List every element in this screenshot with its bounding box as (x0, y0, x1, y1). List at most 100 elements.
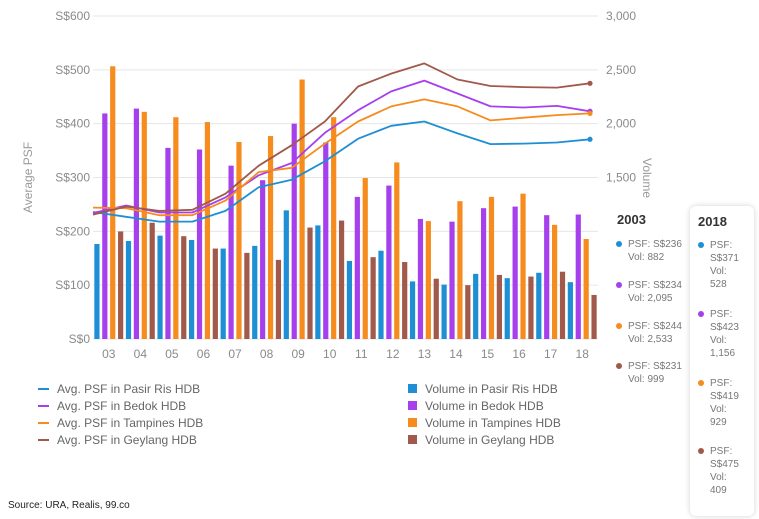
bar (133, 108, 139, 340)
legend-item[interactable]: Avg. PSF in Geylang HDB (38, 431, 203, 448)
tooltip-2003-entry: PSF: S$244 Vol: 2,533 (616, 320, 682, 346)
series-line (92, 62, 591, 216)
legend-label: Volume in Tampines HDB (425, 415, 561, 430)
bar (346, 260, 353, 339)
tooltip-vol: Vol: 999 (628, 374, 665, 385)
x-tick-label: 10 (323, 347, 337, 361)
tooltip-psf: PSF: (710, 446, 733, 457)
bar (457, 201, 463, 339)
legend-label: Avg. PSF in Pasir Ris HDB (57, 381, 201, 396)
left-axis-title: Average PSF (21, 142, 35, 213)
legend-item[interactable]: Avg. PSF in Pasir Ris HDB (38, 380, 203, 397)
tooltip-vol: Vol: (710, 266, 727, 277)
series-end-marker (587, 110, 593, 117)
bar (465, 285, 471, 339)
legend-label: Avg. PSF in Tampines HDB (57, 415, 204, 430)
left-tick-label: S$400 (55, 117, 90, 131)
series-dot (698, 380, 704, 386)
tooltip-vol: Vol: (710, 472, 727, 483)
tooltip-2018-panel: 2018 PSF: S$371 Vol: 528 PSF: S$423 Vol: 1,156… (690, 206, 754, 516)
x-tick-label: 17 (544, 347, 558, 361)
left-tick-label: S$200 (55, 224, 90, 238)
bar (196, 149, 203, 339)
bar (473, 273, 479, 339)
bar (173, 117, 179, 339)
bar (362, 178, 368, 339)
x-tick-label: 05 (165, 347, 179, 361)
x-tick-label: 11 (355, 347, 368, 361)
legend-label: Volume in Bedok HDB (425, 398, 544, 413)
bar (228, 165, 234, 339)
tooltip-psf: PSF: S$244 (628, 321, 682, 332)
bar (291, 123, 297, 340)
bar (425, 221, 431, 339)
left-tick-label: S$0 (69, 332, 91, 346)
source-note: Source: URA, Realis, 99.co (8, 500, 130, 511)
tooltip-2003-entry: PSF: S$234 Vol: 2,095 (616, 279, 682, 305)
x-tick-label: 13 (418, 347, 432, 361)
legend-label: Volume in Geylang HDB (425, 432, 555, 447)
series-dot (616, 363, 622, 369)
legend-item[interactable]: Volume in Pasir Ris HDB (408, 380, 561, 397)
legend-item[interactable]: Volume in Tampines HDB (408, 414, 561, 431)
bar (94, 244, 100, 339)
tooltip-2003-entry: PSF: S$236 Vol: 882 (616, 238, 682, 264)
tooltip-vol: Vol: 882 (628, 252, 665, 263)
tooltip-vol: Vol: 2,095 (628, 293, 673, 304)
x-tick-label: 14 (449, 347, 463, 361)
x-tick-label: 04 (134, 347, 148, 361)
bar (299, 79, 305, 340)
tooltip-2018-entry: PSF: S$475 Vol: 409 (698, 445, 739, 497)
series-line (92, 79, 591, 214)
right-tick-label: 2,000 (606, 117, 636, 131)
x-tick-label: 07 (228, 347, 242, 361)
series-dot (616, 241, 622, 247)
bar (433, 278, 439, 339)
bar (331, 117, 337, 339)
series-dot (616, 323, 622, 329)
series-line (92, 120, 591, 223)
bar (583, 238, 589, 339)
bar (307, 227, 313, 339)
bar (567, 282, 573, 339)
bar (260, 180, 266, 339)
bar (386, 185, 392, 339)
tooltip-psf: PSF: (710, 378, 733, 389)
bar (323, 142, 329, 339)
tooltip-2018-entry: PSF: S$423 Vol: 1,156 (698, 308, 739, 360)
tooltip-vol: Vol: 2,533 (628, 334, 673, 345)
x-tick-label: 18 (576, 347, 590, 361)
bar (409, 281, 416, 339)
bar (283, 210, 289, 339)
bar (394, 162, 400, 339)
left-tick-label: S$100 (55, 278, 90, 292)
series-dot (616, 282, 622, 288)
x-tick-label: 16 (512, 347, 526, 361)
tooltip-psf: PSF: (710, 309, 733, 320)
legend-bars: Volume in Pasir Ris HDB Volume in Bedok … (408, 380, 561, 448)
bar (488, 196, 495, 339)
bar (575, 214, 581, 339)
tooltip-psf: PSF: S$234 (628, 280, 682, 291)
bar (536, 272, 542, 339)
legend-label: Avg. PSF in Bedok HDB (57, 398, 187, 413)
bar (480, 208, 487, 339)
x-tick-label: 03 (102, 347, 116, 361)
x-tick-label: 15 (481, 347, 495, 361)
legend-item[interactable]: Avg. PSF in Tampines HDB (38, 414, 203, 431)
legend-item[interactable]: Volume in Geylang HDB (408, 431, 561, 448)
left-tick-label: S$500 (55, 63, 90, 77)
bar (204, 122, 211, 339)
tooltip-psf: PSF: (710, 240, 733, 251)
legend-item[interactable]: Avg. PSF in Bedok HDB (38, 397, 203, 414)
x-tick-label: 06 (197, 347, 211, 361)
series-dot (698, 242, 704, 248)
bar (102, 113, 108, 340)
tooltip-psf: PSF: S$231 (628, 361, 682, 372)
bar (370, 257, 376, 339)
series-dot (698, 311, 704, 317)
legend-bar-swatch (408, 401, 417, 410)
legend-item[interactable]: Volume in Bedok HDB (408, 397, 561, 414)
bar (149, 222, 155, 339)
tooltip-vol: Vol: (710, 335, 727, 346)
